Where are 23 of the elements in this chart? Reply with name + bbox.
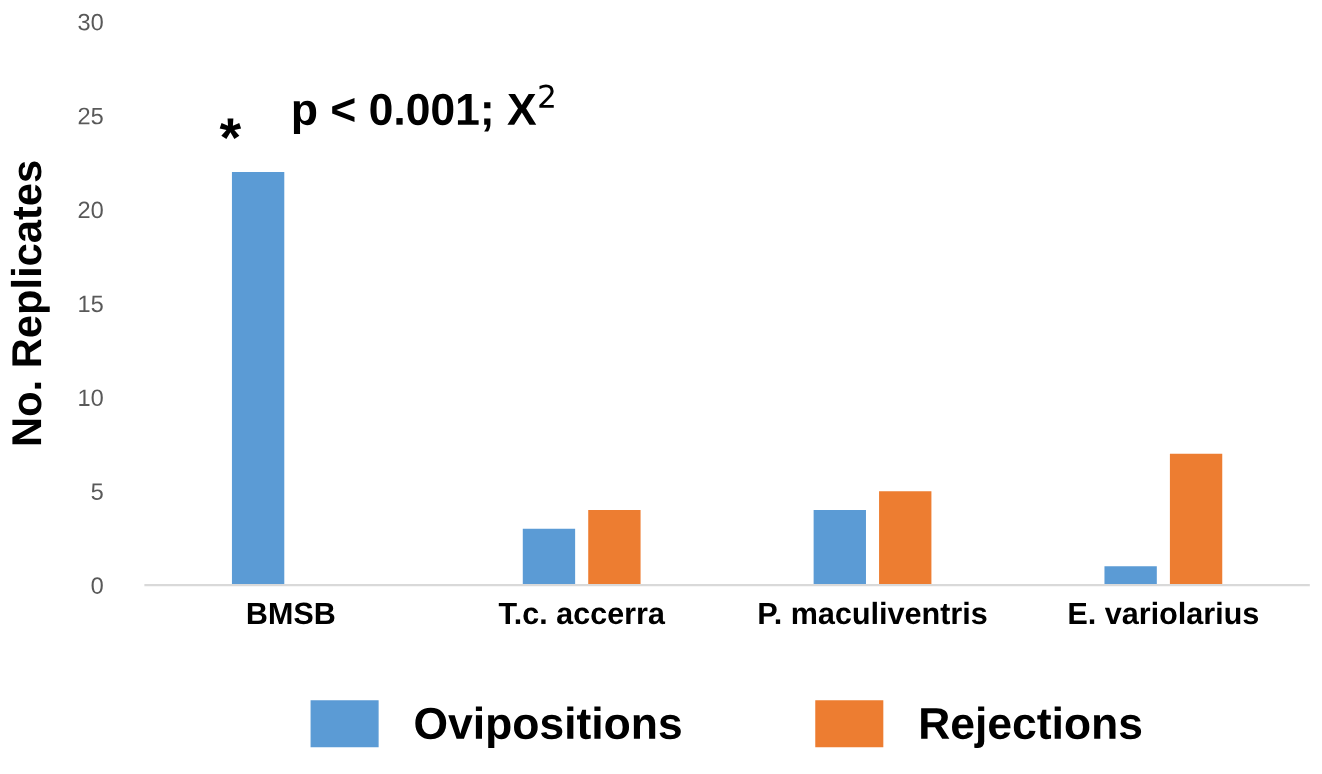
x-tick-label: P. maculiventris <box>759 601 987 625</box>
y-tick-label: 25 <box>78 107 103 125</box>
bar <box>879 491 932 586</box>
y-tick-label: 5 <box>91 483 103 501</box>
y-tick-label: 15 <box>79 295 103 313</box>
bar <box>231 171 285 586</box>
y-tick-label: 30 <box>78 13 103 31</box>
x-tick-label: E. variolarius <box>1069 601 1259 625</box>
bar <box>522 528 576 586</box>
bar <box>1169 453 1223 586</box>
y-tick-label: 10 <box>79 389 103 407</box>
x-tick-label: BMSB <box>247 602 335 625</box>
x-tick-label: T.c. accerra <box>498 602 666 625</box>
bar <box>1104 566 1157 586</box>
y-tick-label: 0 <box>91 577 103 594</box>
annotation: p < 0.001; X$^{2}$ <box>293 84 554 134</box>
annotation: * <box>219 118 242 140</box>
y-tick-label: 20 <box>78 201 103 219</box>
legend-label: Rejections <box>921 706 1142 748</box>
bar <box>813 510 866 586</box>
legend-label: Ovipositions <box>415 706 681 748</box>
y-axis-title: No. Replicates <box>10 161 50 445</box>
bar <box>588 510 641 586</box>
